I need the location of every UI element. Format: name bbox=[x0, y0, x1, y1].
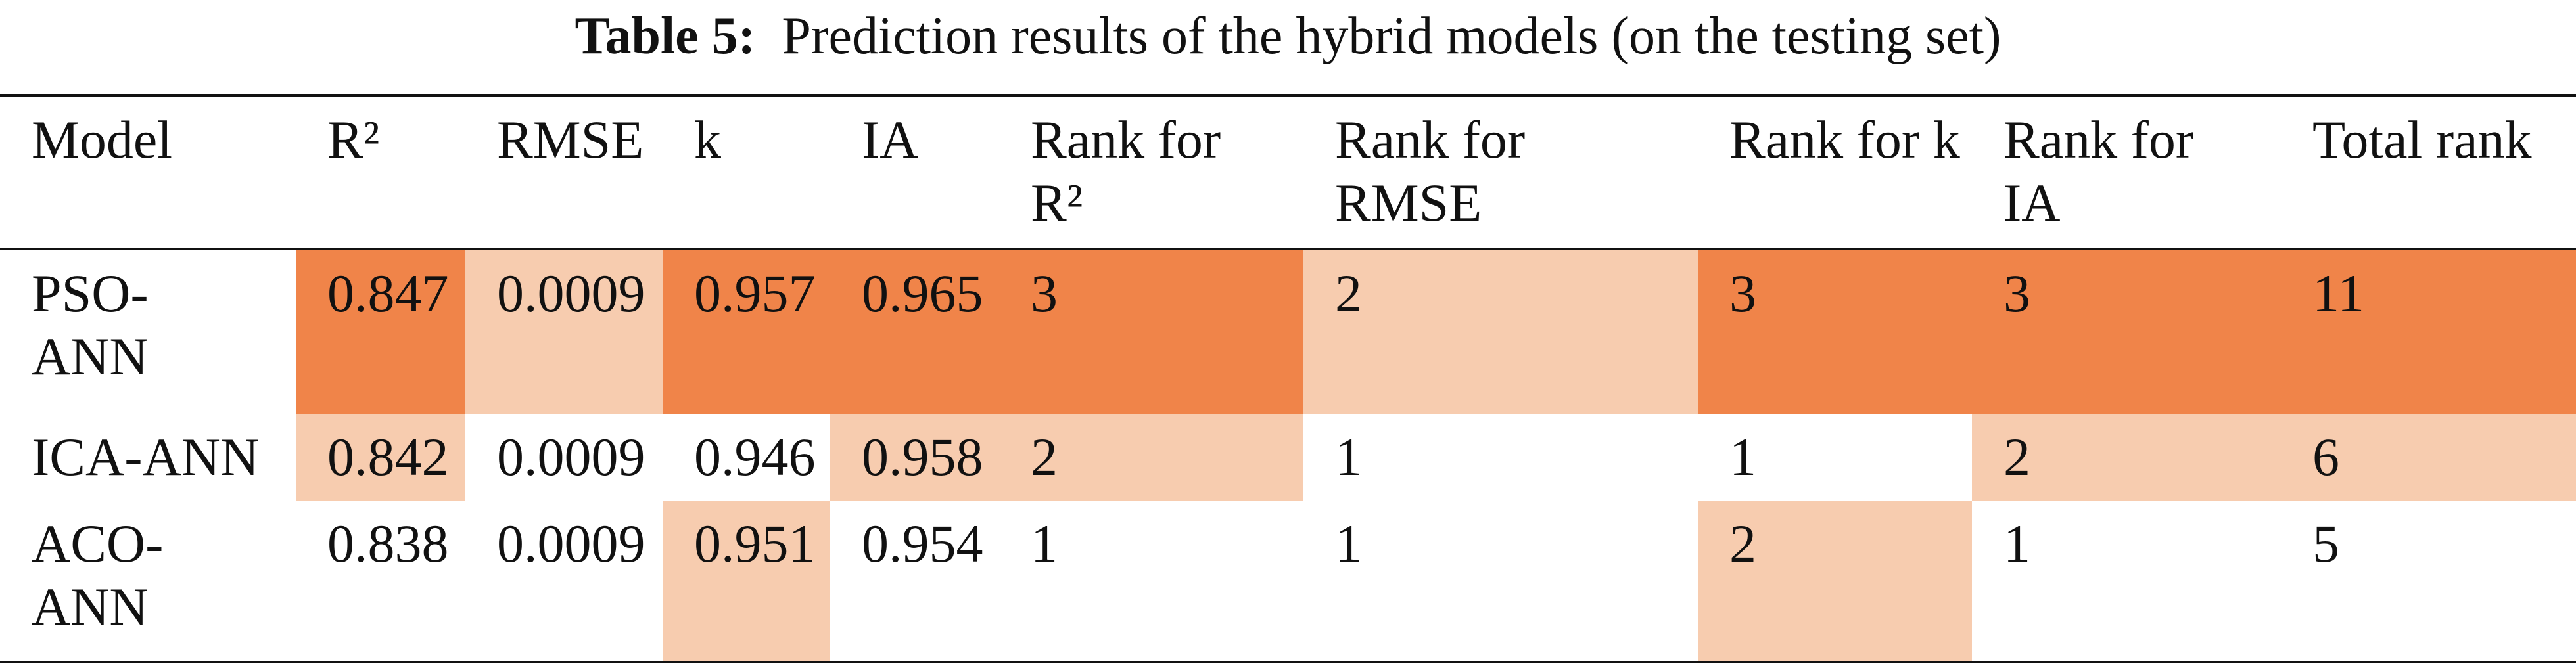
cell-text: 0.958 bbox=[862, 427, 983, 487]
header-cell: IA bbox=[830, 97, 999, 248]
cell-text: 0.951 bbox=[694, 514, 816, 573]
top-rule bbox=[0, 94, 2576, 97]
bottom-rule bbox=[0, 661, 2576, 663]
table-cell: ACO-ANN bbox=[0, 501, 296, 661]
table-cell: 1 bbox=[999, 501, 1303, 661]
caption-label: Table 5: bbox=[574, 7, 756, 65]
table-cell: 3 bbox=[1698, 250, 1972, 414]
table-cell: 2 bbox=[1972, 414, 2281, 501]
caption-text: Prediction results of the hybrid models … bbox=[782, 7, 2002, 65]
cell-text: 0.946 bbox=[694, 427, 816, 487]
table-cell: 2 bbox=[1698, 501, 1972, 661]
cell-text: 1 bbox=[2003, 514, 2030, 573]
table-caption: Table 5: Prediction results of the hybri… bbox=[0, 0, 2576, 79]
table-cell: 5 bbox=[2281, 501, 2576, 661]
table-cell: PSO-ANN bbox=[0, 250, 296, 414]
table-cell: ICA-ANN bbox=[0, 414, 296, 501]
cell-text: 2 bbox=[1031, 427, 1058, 487]
cell-text: ACO-ANN bbox=[32, 514, 164, 636]
cell-text: 5 bbox=[2312, 514, 2339, 573]
header-cell: RMSE bbox=[465, 97, 663, 248]
cell-text: 0.842 bbox=[327, 427, 449, 487]
table-cell: 1 bbox=[1698, 414, 1972, 501]
cell-text: 2 bbox=[1729, 514, 1756, 573]
table-cell: 1 bbox=[1303, 501, 1698, 661]
table-cell: 0.0009 bbox=[465, 250, 663, 414]
header-cell: Model bbox=[0, 97, 296, 248]
cell-text: IA bbox=[862, 110, 919, 169]
cell-text: 11 bbox=[2312, 263, 2364, 323]
table-cell: 0.951 bbox=[663, 501, 830, 661]
cell-text: 0.838 bbox=[327, 514, 449, 573]
cell-text: 0.954 bbox=[862, 514, 983, 573]
cell-text: k bbox=[694, 110, 721, 169]
cell-text: Rank for R² bbox=[1031, 110, 1221, 233]
table-cell: 0.965 bbox=[830, 250, 999, 414]
cell-text: 0.847 bbox=[327, 263, 449, 323]
cell-text: 0.957 bbox=[694, 263, 816, 323]
table-cell: 0.838 bbox=[296, 501, 465, 661]
cell-text: Rank for RMSE bbox=[1335, 110, 1526, 233]
cell-text: 1 bbox=[1729, 427, 1756, 487]
cell-text: 1 bbox=[1031, 514, 1058, 573]
table-cell: 3 bbox=[1972, 250, 2281, 414]
cell-text: 0.965 bbox=[862, 263, 983, 323]
header-cell: Total rank bbox=[2281, 97, 2576, 248]
table-cell: 11 bbox=[2281, 250, 2576, 414]
cell-text: RMSE bbox=[497, 110, 644, 169]
table-cell: 0.957 bbox=[663, 250, 830, 414]
header-rule bbox=[0, 248, 2576, 250]
table-cell: 2 bbox=[1303, 250, 1698, 414]
cell-text: 3 bbox=[2003, 263, 2030, 323]
table-cell: 0.0009 bbox=[465, 501, 663, 661]
cell-text: R² bbox=[327, 110, 380, 169]
table-cell: 1 bbox=[1303, 414, 1698, 501]
header-cell: R² bbox=[296, 97, 465, 248]
header-cell: Rank for k bbox=[1698, 97, 1972, 248]
table-cell: 0.0009 bbox=[465, 414, 663, 501]
table-cell: 0.946 bbox=[663, 414, 830, 501]
cell-text: Model bbox=[32, 110, 173, 169]
cell-text: 3 bbox=[1031, 263, 1058, 323]
cell-text: 1 bbox=[1335, 427, 1362, 487]
header-cell: k bbox=[663, 97, 830, 248]
table-cell: 6 bbox=[2281, 414, 2576, 501]
table-cell: 2 bbox=[999, 414, 1303, 501]
cell-text: 0.0009 bbox=[497, 263, 645, 323]
cell-text: PSO-ANN bbox=[32, 263, 149, 386]
header-cell: Rank for IA bbox=[1972, 97, 2281, 248]
cell-text: Total rank bbox=[2312, 110, 2532, 169]
table-cell: 0.847 bbox=[296, 250, 465, 414]
header-cell: Rank for RMSE bbox=[1303, 97, 1698, 248]
cell-text: 0.0009 bbox=[497, 427, 645, 487]
cell-text: 6 bbox=[2312, 427, 2339, 487]
cell-text: 1 bbox=[1335, 514, 1362, 573]
cell-text: 2 bbox=[1335, 263, 1362, 323]
cell-text: 3 bbox=[1729, 263, 1756, 323]
header-cell: Rank for R² bbox=[999, 97, 1303, 248]
table-cell: 1 bbox=[1972, 501, 2281, 661]
table-cell: 0.954 bbox=[830, 501, 999, 661]
table-cell: 0.842 bbox=[296, 414, 465, 501]
table-cell: 0.958 bbox=[830, 414, 999, 501]
cell-text: 0.0009 bbox=[497, 514, 645, 573]
cell-text: 2 bbox=[2003, 427, 2030, 487]
cell-text: ICA-ANN bbox=[32, 427, 260, 487]
table-cell: 3 bbox=[999, 250, 1303, 414]
cell-text: Rank for k bbox=[1729, 110, 1960, 169]
cell-text: Rank for IA bbox=[2003, 110, 2194, 233]
